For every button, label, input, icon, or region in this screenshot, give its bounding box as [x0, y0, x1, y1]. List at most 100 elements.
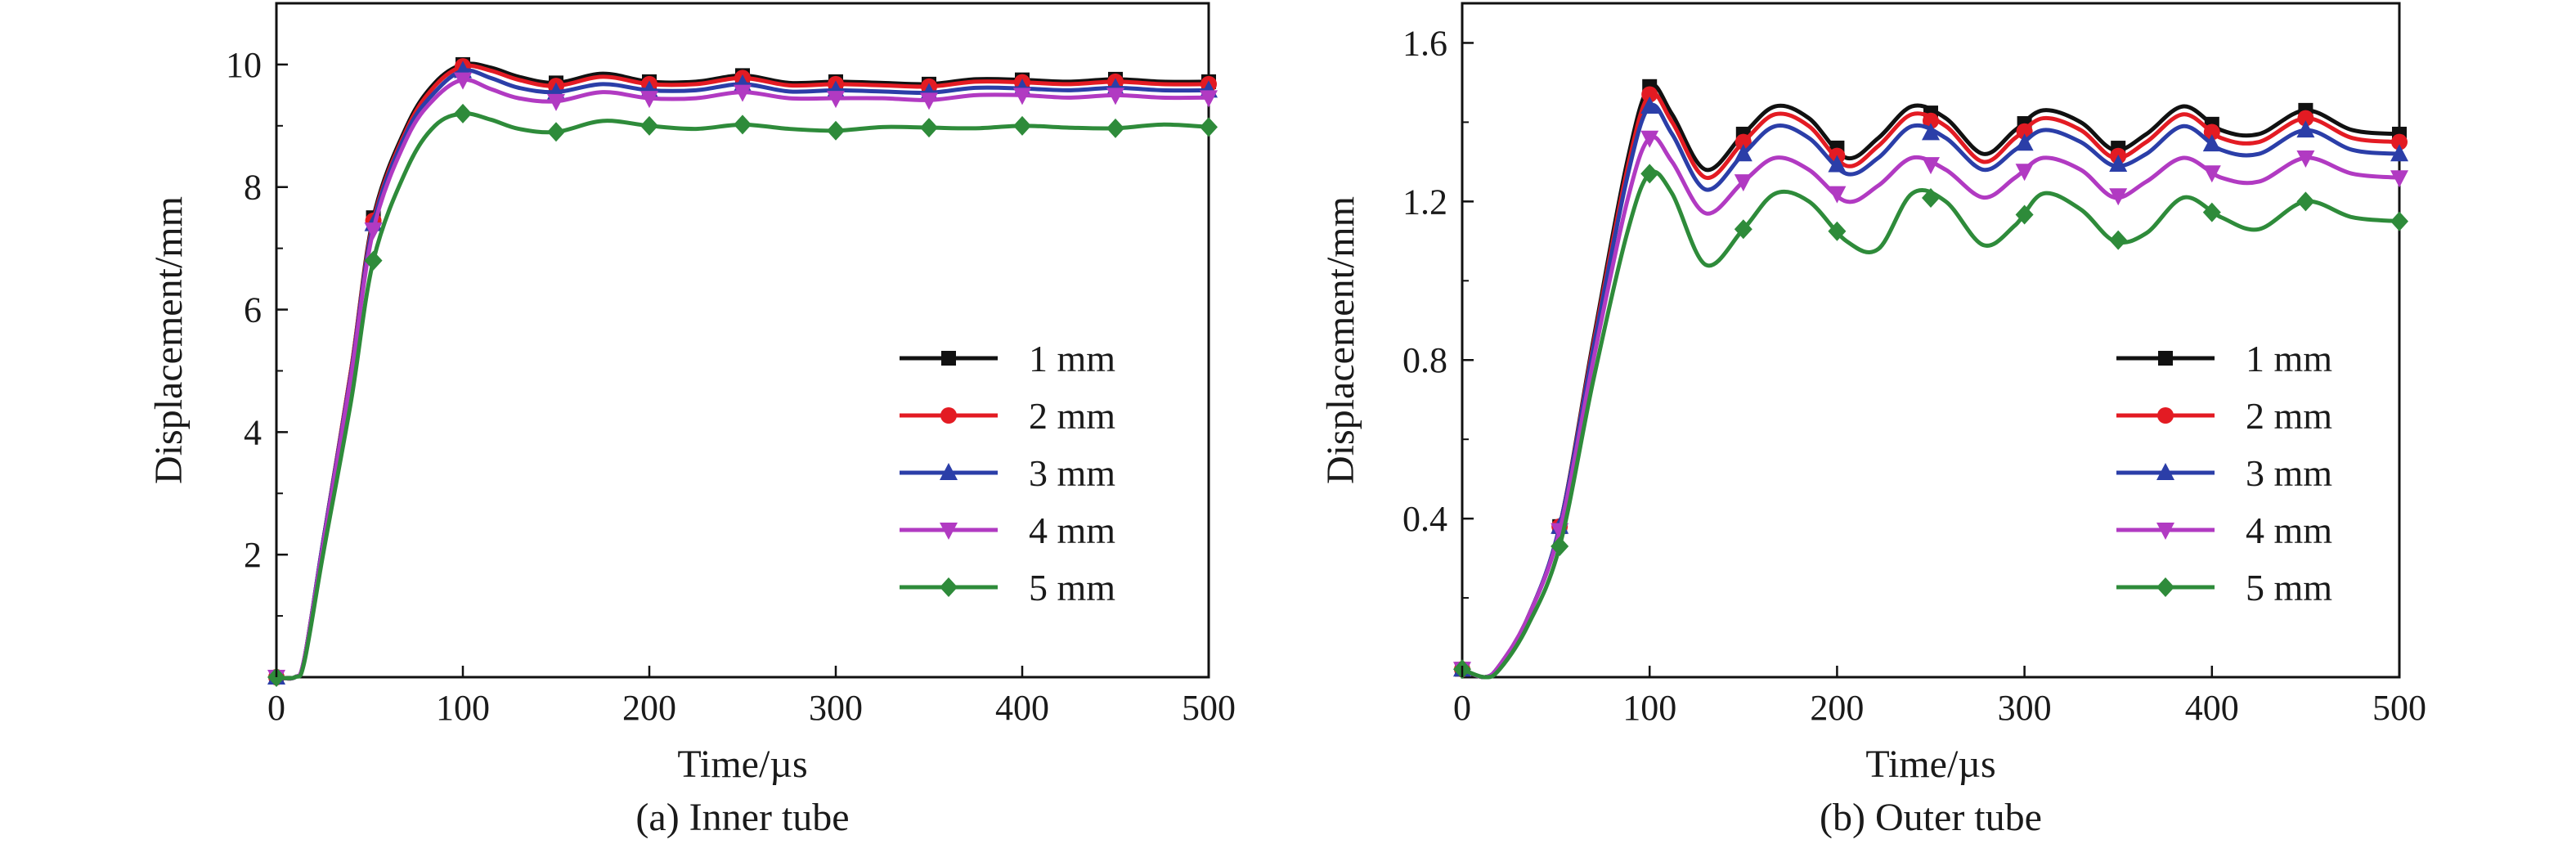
- series-marker: [640, 115, 658, 136]
- series-line: [1461, 134, 2400, 680]
- series-marker: [2109, 230, 2128, 250]
- x-tick-label: 300: [1998, 688, 2052, 728]
- y-tick-label: 0.4: [1402, 499, 1447, 539]
- legend-label: 4 mm: [1029, 510, 1115, 551]
- legend-label: 5 mm: [2246, 567, 2332, 608]
- series-marker: [2202, 165, 2221, 183]
- x-tick-label: 400: [995, 688, 1049, 728]
- series-marker: [827, 91, 845, 109]
- legend-marker: [941, 351, 956, 366]
- x-tick-label: 500: [2372, 688, 2426, 728]
- series-marker: [1200, 117, 1218, 137]
- series-marker: [827, 120, 845, 141]
- series-marker: [1106, 88, 1124, 106]
- series-marker: [2296, 120, 2315, 138]
- series-marker: [2296, 150, 2315, 168]
- series-marker: [2015, 164, 2034, 182]
- series-marker: [1828, 186, 1847, 204]
- series-line: [276, 111, 1209, 680]
- y-tick-label: 1.2: [1402, 182, 1447, 222]
- series-marker: [1922, 157, 1940, 175]
- series-marker: [454, 72, 472, 90]
- series-line: [276, 77, 1209, 681]
- series-marker: [2390, 170, 2408, 188]
- series-marker: [2202, 202, 2221, 222]
- x-tick-label: 200: [1810, 688, 1864, 728]
- legend: 1 mm 2 mm 3 mm 4 mm 5 mm: [2116, 338, 2332, 608]
- chart-outer-tube: 0 100 200 300 400 500 0.4 0.8 1.2 1.6 1 mm 2 mm 3 m…: [1319, 2, 2426, 839]
- x-tick-label: 200: [622, 688, 676, 728]
- series-marker: [640, 91, 658, 109]
- series-marker: [1734, 144, 1752, 162]
- chart-caption: (b) Outer tube: [1820, 796, 2042, 839]
- chart-inner-tube: 0 100 200 300 400 500 2 4 6 8 10 1 mm 2 mm 3 mm 4 mm 5…: [147, 2, 1236, 839]
- series-marker: [1735, 133, 1752, 150]
- series-marker: [920, 92, 938, 110]
- series-marker: [547, 93, 565, 111]
- y-axis-title: Displacement/mm: [147, 196, 191, 484]
- series-marker: [364, 222, 383, 240]
- series-marker: [1200, 90, 1218, 108]
- series-marker: [1923, 112, 1939, 129]
- series-marker: [1551, 536, 1569, 557]
- series-marker: [1828, 155, 1847, 173]
- x-tick-label: 0: [267, 688, 285, 728]
- y-tick-label: 8: [244, 168, 262, 208]
- y-tick-label: 4: [244, 412, 262, 452]
- series-marker: [1106, 118, 1124, 138]
- legend-marker: [940, 407, 957, 424]
- chart-caption: (a) Inner tube: [635, 796, 849, 839]
- series-marker: [2109, 155, 2128, 173]
- series-marker: [547, 122, 565, 142]
- series-marker: [1640, 164, 1659, 184]
- series-marker: [454, 103, 472, 123]
- series-marker: [2297, 110, 2314, 127]
- x-axis-title: Time/µs: [677, 743, 807, 786]
- x-tick-label: 100: [436, 688, 490, 728]
- legend-marker: [2157, 407, 2174, 424]
- legend-marker: [940, 463, 958, 480]
- x-axis-title: Time/µs: [1865, 743, 1995, 786]
- legend-label: 1 mm: [1029, 338, 1115, 379]
- y-tick-label: 0.8: [1402, 340, 1447, 380]
- x-tick-label: 400: [2185, 688, 2239, 728]
- y-axis-title: Displacement/mm: [1319, 196, 1362, 484]
- plot-frame: [275, 2, 1210, 679]
- series-marker: [1640, 97, 1659, 114]
- legend-label: 2 mm: [2246, 395, 2332, 437]
- legend-marker: [940, 523, 958, 540]
- series-marker: [1013, 88, 1031, 106]
- series-marker: [2015, 133, 2034, 151]
- tick-layer: 0 100 200 300 400 500 0.4 0.8 1.2 1.6: [1402, 23, 2426, 728]
- y-tick-label: 6: [244, 290, 262, 330]
- series-marker: [2390, 211, 2408, 231]
- legend-label: 2 mm: [1029, 395, 1115, 437]
- legend-label: 4 mm: [2246, 510, 2332, 551]
- series-marker: [2016, 123, 2033, 140]
- x-tick-label: 100: [1622, 688, 1676, 728]
- series-marker: [1828, 221, 1847, 241]
- legend-marker: [2156, 577, 2174, 597]
- series-marker: [2202, 134, 2221, 152]
- x-tick-label: 0: [1453, 688, 1471, 728]
- legend: 1 mm 2 mm 3 mm 4 mm 5 mm: [900, 338, 1115, 608]
- series-marker: [1922, 188, 1940, 209]
- series-marker: [734, 114, 752, 135]
- series-marker: [1640, 130, 1659, 148]
- series-marker: [1641, 86, 1658, 103]
- series-marker: [2015, 204, 2034, 225]
- y-tick-label: 2: [244, 535, 262, 575]
- x-tick-label: 300: [809, 688, 863, 728]
- series-marker: [1013, 115, 1031, 136]
- legend-label: 5 mm: [1029, 567, 1115, 608]
- series-marker: [1922, 123, 1940, 141]
- tick-layer: 0 100 200 300 400 500 2 4 6 8 10: [226, 45, 1236, 728]
- series-marker: [2296, 191, 2315, 212]
- series-marker: [734, 84, 752, 102]
- legend-label: 3 mm: [2246, 452, 2332, 494]
- series-marker: [1734, 219, 1752, 240]
- series-marker: [364, 250, 383, 271]
- series-marker: [920, 118, 938, 138]
- series-line: [1461, 169, 2400, 680]
